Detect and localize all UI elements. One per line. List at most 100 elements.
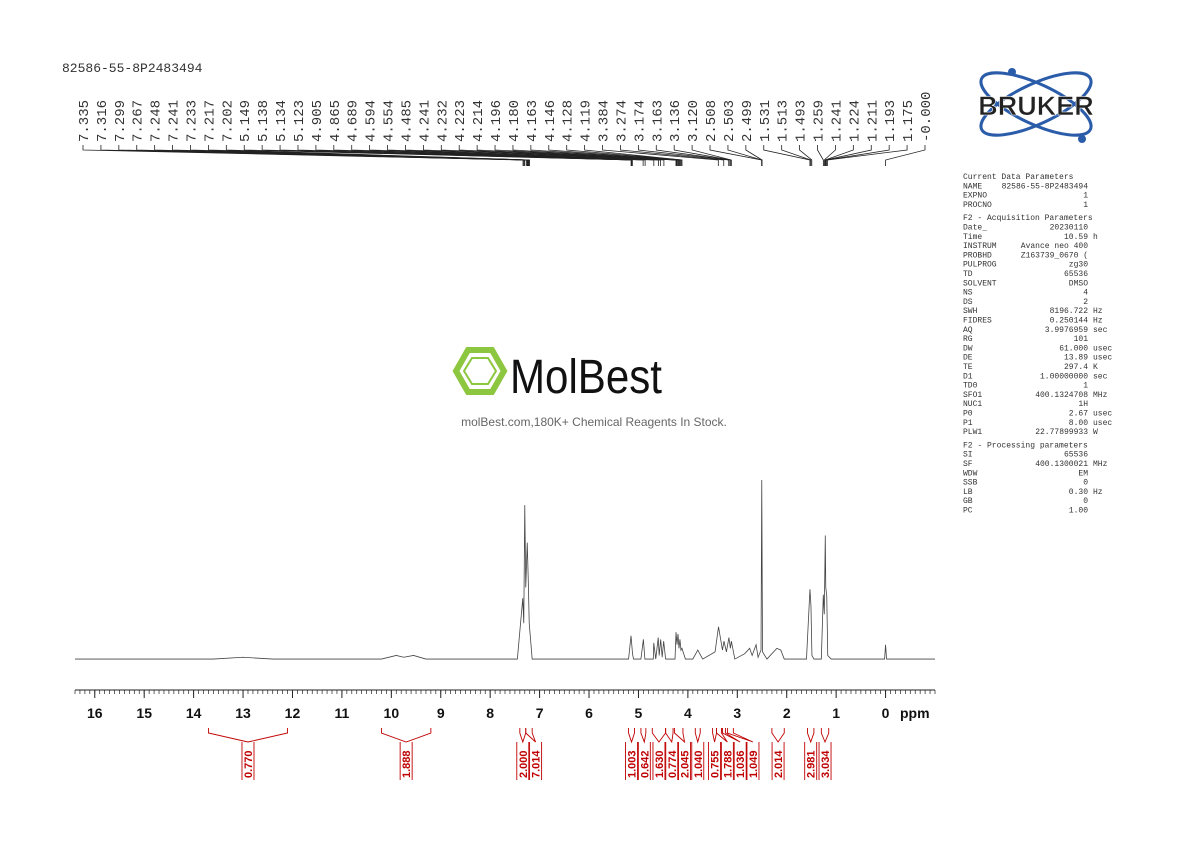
- peak-label: 7.217: [202, 100, 218, 142]
- param-unit: MHz: [1093, 460, 1108, 469]
- param-value: Avance neo 400: [1021, 242, 1088, 251]
- x-tick-label: 12: [285, 705, 301, 721]
- param-value: EM: [1078, 469, 1088, 478]
- param-key: SF: [963, 460, 973, 469]
- param-key: DW: [963, 344, 973, 353]
- bruker-logo: BRUKER: [978, 68, 1094, 143]
- param-value: zg30: [1069, 261, 1088, 270]
- param-key: WDW: [963, 469, 978, 478]
- peak-connector: [333, 145, 646, 166]
- peak-label: 1.224: [847, 100, 863, 142]
- peak-label: 7.233: [184, 100, 200, 142]
- x-tick-label: 0: [882, 705, 890, 721]
- param-unit: usec: [1093, 419, 1112, 428]
- x-tick-label: 1: [832, 705, 840, 721]
- x-tick-label: 3: [733, 705, 741, 721]
- peak-connector: [826, 145, 890, 166]
- param-value: 20230110: [1050, 224, 1089, 233]
- peak-label: 4.594: [364, 100, 380, 142]
- integral-bracket: [712, 728, 717, 743]
- param-value: DMSO: [1069, 279, 1088, 288]
- x-tick-label: 10: [384, 705, 400, 721]
- integral-bracket: [726, 728, 754, 743]
- watermark: MolBest molBest.com,180K+ Chemical Reage…: [452, 347, 727, 429]
- peak-connector: [824, 145, 854, 166]
- param-value: 8.00: [1069, 419, 1088, 428]
- x-tick-label: 16: [87, 705, 103, 721]
- peak-label: 4.146: [543, 100, 559, 142]
- x-tick-label: 14: [186, 705, 202, 721]
- param-key: SSB: [963, 479, 978, 488]
- param-value: 1.00: [1069, 507, 1088, 516]
- peak-label: -0.000: [919, 92, 935, 142]
- param-key: SOLVENT: [963, 279, 997, 288]
- param-key: PLW1: [963, 428, 982, 437]
- param-unit: Hz: [1093, 317, 1103, 326]
- param-key: FIDRES: [963, 317, 992, 326]
- param-value: 1: [1083, 201, 1088, 210]
- param-value: Z163739_0670 (: [1021, 251, 1088, 260]
- peak-connector: [673, 145, 731, 166]
- peak-connector: [885, 145, 926, 166]
- x-tick-label: 13: [235, 705, 251, 721]
- param-key: Time: [963, 233, 982, 242]
- param-value: 0.250144: [1050, 317, 1089, 326]
- x-tick-label: 9: [437, 705, 445, 721]
- peak-label: 4.119: [579, 100, 595, 142]
- integral-label: 1.049: [748, 750, 760, 778]
- x-axis-label: ppm: [900, 705, 930, 721]
- param-key: SWH: [963, 307, 978, 316]
- peak-connector: [225, 145, 531, 166]
- peak-label: 3.163: [650, 100, 666, 142]
- peak-connector: [745, 145, 763, 166]
- param-key: NS: [963, 289, 973, 298]
- peak-label: 7.202: [220, 100, 236, 142]
- peak-connector: [297, 145, 633, 166]
- param-key: NAME: [963, 182, 982, 191]
- peak-label: 4.241: [417, 100, 433, 142]
- peak-label: 1.211: [865, 100, 881, 142]
- peak-connector: [823, 145, 836, 166]
- param-value: 297.4: [1064, 363, 1088, 372]
- peak-label: 5.138: [256, 100, 272, 142]
- param-value: 22.77899933: [1035, 428, 1088, 437]
- logo-dot: [1008, 68, 1016, 76]
- peak-label: 7.248: [149, 100, 165, 142]
- x-tick-label: 7: [536, 705, 544, 721]
- param-value: 2.67: [1069, 410, 1088, 419]
- integral-bracket: [519, 728, 527, 744]
- param-key: AQ: [963, 326, 973, 335]
- x-tick-label: 8: [486, 705, 494, 721]
- peak-connector: [781, 145, 812, 166]
- integral-bracket: [665, 728, 674, 744]
- param-value: 4: [1083, 289, 1088, 298]
- param-key: TD: [963, 270, 973, 279]
- peak-connector: [727, 145, 763, 166]
- chart-title: 82586-55-8P2483494: [62, 61, 203, 76]
- param-unit: MHz: [1093, 391, 1108, 400]
- integral-bracket: [694, 728, 701, 744]
- peak-label: 3.384: [597, 100, 613, 142]
- peak-label: 4.128: [561, 100, 577, 142]
- peak-label: 1.513: [776, 100, 792, 142]
- peak-connector: [476, 145, 678, 166]
- param-key: P1: [963, 419, 973, 428]
- peak-connector: [494, 145, 679, 166]
- param-key: TE: [963, 363, 973, 372]
- peak-label: 4.905: [310, 100, 326, 142]
- peak-label: 3.274: [614, 100, 630, 142]
- peak-connector: [602, 145, 719, 166]
- param-value: 0: [1083, 479, 1088, 488]
- peak-label: 7.241: [167, 100, 183, 142]
- peak-label: 1.531: [758, 100, 774, 142]
- peak-connector: [440, 145, 677, 166]
- logo-orbit: [979, 71, 1093, 137]
- peak-label: 1.193: [883, 100, 899, 142]
- peak-label: 4.865: [328, 100, 344, 142]
- peak-label: 2.499: [740, 100, 756, 142]
- integral-label: 1.630: [654, 750, 666, 778]
- peak-label: 5.149: [238, 100, 254, 142]
- peak-label: 5.123: [292, 100, 308, 142]
- watermark-tagline: molBest.com,180K+ Chemical Reagents In S…: [461, 415, 727, 429]
